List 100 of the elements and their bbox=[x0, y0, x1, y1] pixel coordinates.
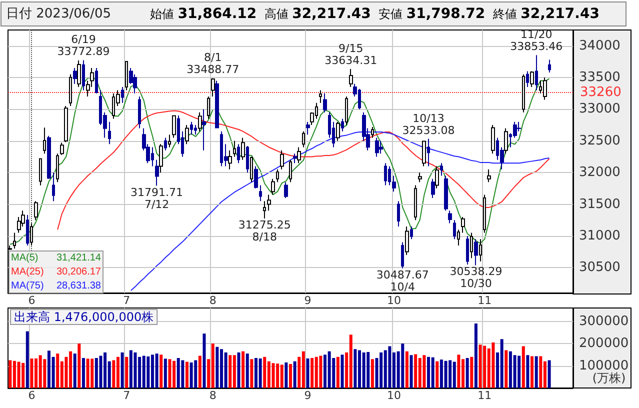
candlestick bbox=[466, 235, 469, 265]
candlestick bbox=[39, 158, 42, 186]
bar bbox=[310, 358, 314, 388]
bar bbox=[366, 352, 370, 388]
bar bbox=[168, 359, 172, 388]
candlestick bbox=[254, 166, 258, 189]
candlestick bbox=[422, 140, 426, 167]
candlestick bbox=[276, 168, 279, 183]
candlestick bbox=[159, 144, 163, 174]
candlestick bbox=[77, 60, 81, 88]
annotation: 30538.29 10/30 bbox=[450, 265, 502, 290]
bar bbox=[504, 350, 508, 388]
bar bbox=[17, 362, 20, 388]
annotation: 出来高 1,476,000,000株 bbox=[14, 310, 154, 324]
annotation: 31791.71 7/12 bbox=[130, 186, 184, 211]
annotation: 11/20 33853.46 bbox=[510, 28, 563, 54]
bar bbox=[232, 355, 236, 388]
bar bbox=[354, 349, 357, 388]
bar bbox=[284, 362, 288, 388]
candlestick bbox=[461, 216, 465, 234]
candlestick bbox=[233, 140, 236, 158]
candlestick bbox=[522, 74, 525, 113]
bar bbox=[78, 344, 81, 388]
candlestick bbox=[306, 121, 310, 136]
y-tick-label: 32500 bbox=[579, 133, 620, 148]
candlestick bbox=[121, 86, 124, 104]
candlestick bbox=[60, 142, 64, 156]
chart-subtitle: 始値 31,864.12 高値 32,217.43 安値 31,798.72 終値 32,217.43 bbox=[150, 6, 600, 22]
bar bbox=[548, 360, 551, 388]
bar bbox=[194, 360, 198, 388]
bar bbox=[492, 342, 495, 388]
annotation: 30487.67 10/4 bbox=[376, 268, 429, 294]
bar bbox=[388, 346, 392, 388]
candlestick bbox=[379, 140, 383, 154]
candlestick bbox=[543, 77, 547, 100]
bar bbox=[370, 359, 374, 388]
line-series bbox=[10, 76, 550, 245]
candlestick bbox=[34, 200, 38, 221]
bar bbox=[457, 354, 460, 388]
bar bbox=[120, 352, 124, 388]
bar bbox=[134, 352, 137, 388]
annotation: 8/1 33488.77 bbox=[186, 51, 240, 76]
bar bbox=[405, 351, 408, 388]
text: MA(25) bbox=[11, 266, 44, 278]
bar bbox=[418, 358, 422, 388]
annotation: 28,631.38 bbox=[56, 280, 102, 292]
candlestick bbox=[241, 137, 245, 160]
bar bbox=[216, 346, 219, 388]
x-tick-label: 11 bbox=[478, 294, 492, 307]
bar bbox=[164, 358, 167, 388]
bar bbox=[483, 346, 486, 388]
bar bbox=[384, 350, 387, 388]
candlestick bbox=[435, 166, 439, 189]
y-tick-label: 200000 bbox=[579, 336, 629, 352]
bar bbox=[202, 334, 206, 388]
line-series bbox=[57, 110, 550, 230]
candlestick bbox=[474, 238, 478, 266]
bar bbox=[26, 331, 29, 388]
bar bbox=[146, 356, 150, 388]
candlestick bbox=[82, 60, 85, 91]
candlestick bbox=[108, 121, 111, 145]
candlestick bbox=[504, 128, 508, 154]
bar bbox=[500, 339, 504, 388]
candlestick bbox=[43, 127, 46, 154]
candlestick bbox=[319, 90, 322, 104]
bar bbox=[466, 358, 469, 388]
bar bbox=[211, 344, 214, 388]
candlestick bbox=[198, 112, 202, 132]
bar bbox=[38, 355, 42, 388]
bar bbox=[474, 324, 478, 388]
bar bbox=[250, 359, 254, 388]
y-tick-label: 31500 bbox=[579, 196, 620, 212]
x-tick-label: 8 bbox=[209, 389, 216, 402]
bar bbox=[530, 356, 534, 388]
bar bbox=[94, 358, 98, 388]
bar bbox=[22, 362, 25, 388]
candlestick bbox=[56, 153, 59, 183]
bar bbox=[293, 361, 296, 388]
candlestick bbox=[64, 106, 68, 143]
x-tick-label: 9 bbox=[304, 294, 312, 307]
bar bbox=[112, 360, 116, 388]
candlestick bbox=[155, 159, 159, 186]
candlestick bbox=[453, 220, 456, 240]
bar bbox=[401, 344, 404, 388]
bar bbox=[410, 355, 413, 388]
bar bbox=[319, 356, 322, 388]
x-tick-label: 10 bbox=[387, 389, 402, 402]
candlestick bbox=[483, 194, 486, 234]
bar bbox=[526, 355, 530, 388]
bar bbox=[280, 364, 284, 388]
annotation: 31275.25 8/18 bbox=[238, 218, 291, 244]
bar bbox=[522, 346, 525, 388]
bar bbox=[246, 354, 249, 388]
candlestick bbox=[548, 59, 551, 73]
bar bbox=[30, 358, 34, 388]
candlestick bbox=[526, 70, 529, 88]
candlestick bbox=[397, 200, 400, 227]
bar bbox=[289, 364, 292, 388]
bar bbox=[99, 356, 102, 388]
candlestick bbox=[30, 222, 33, 246]
